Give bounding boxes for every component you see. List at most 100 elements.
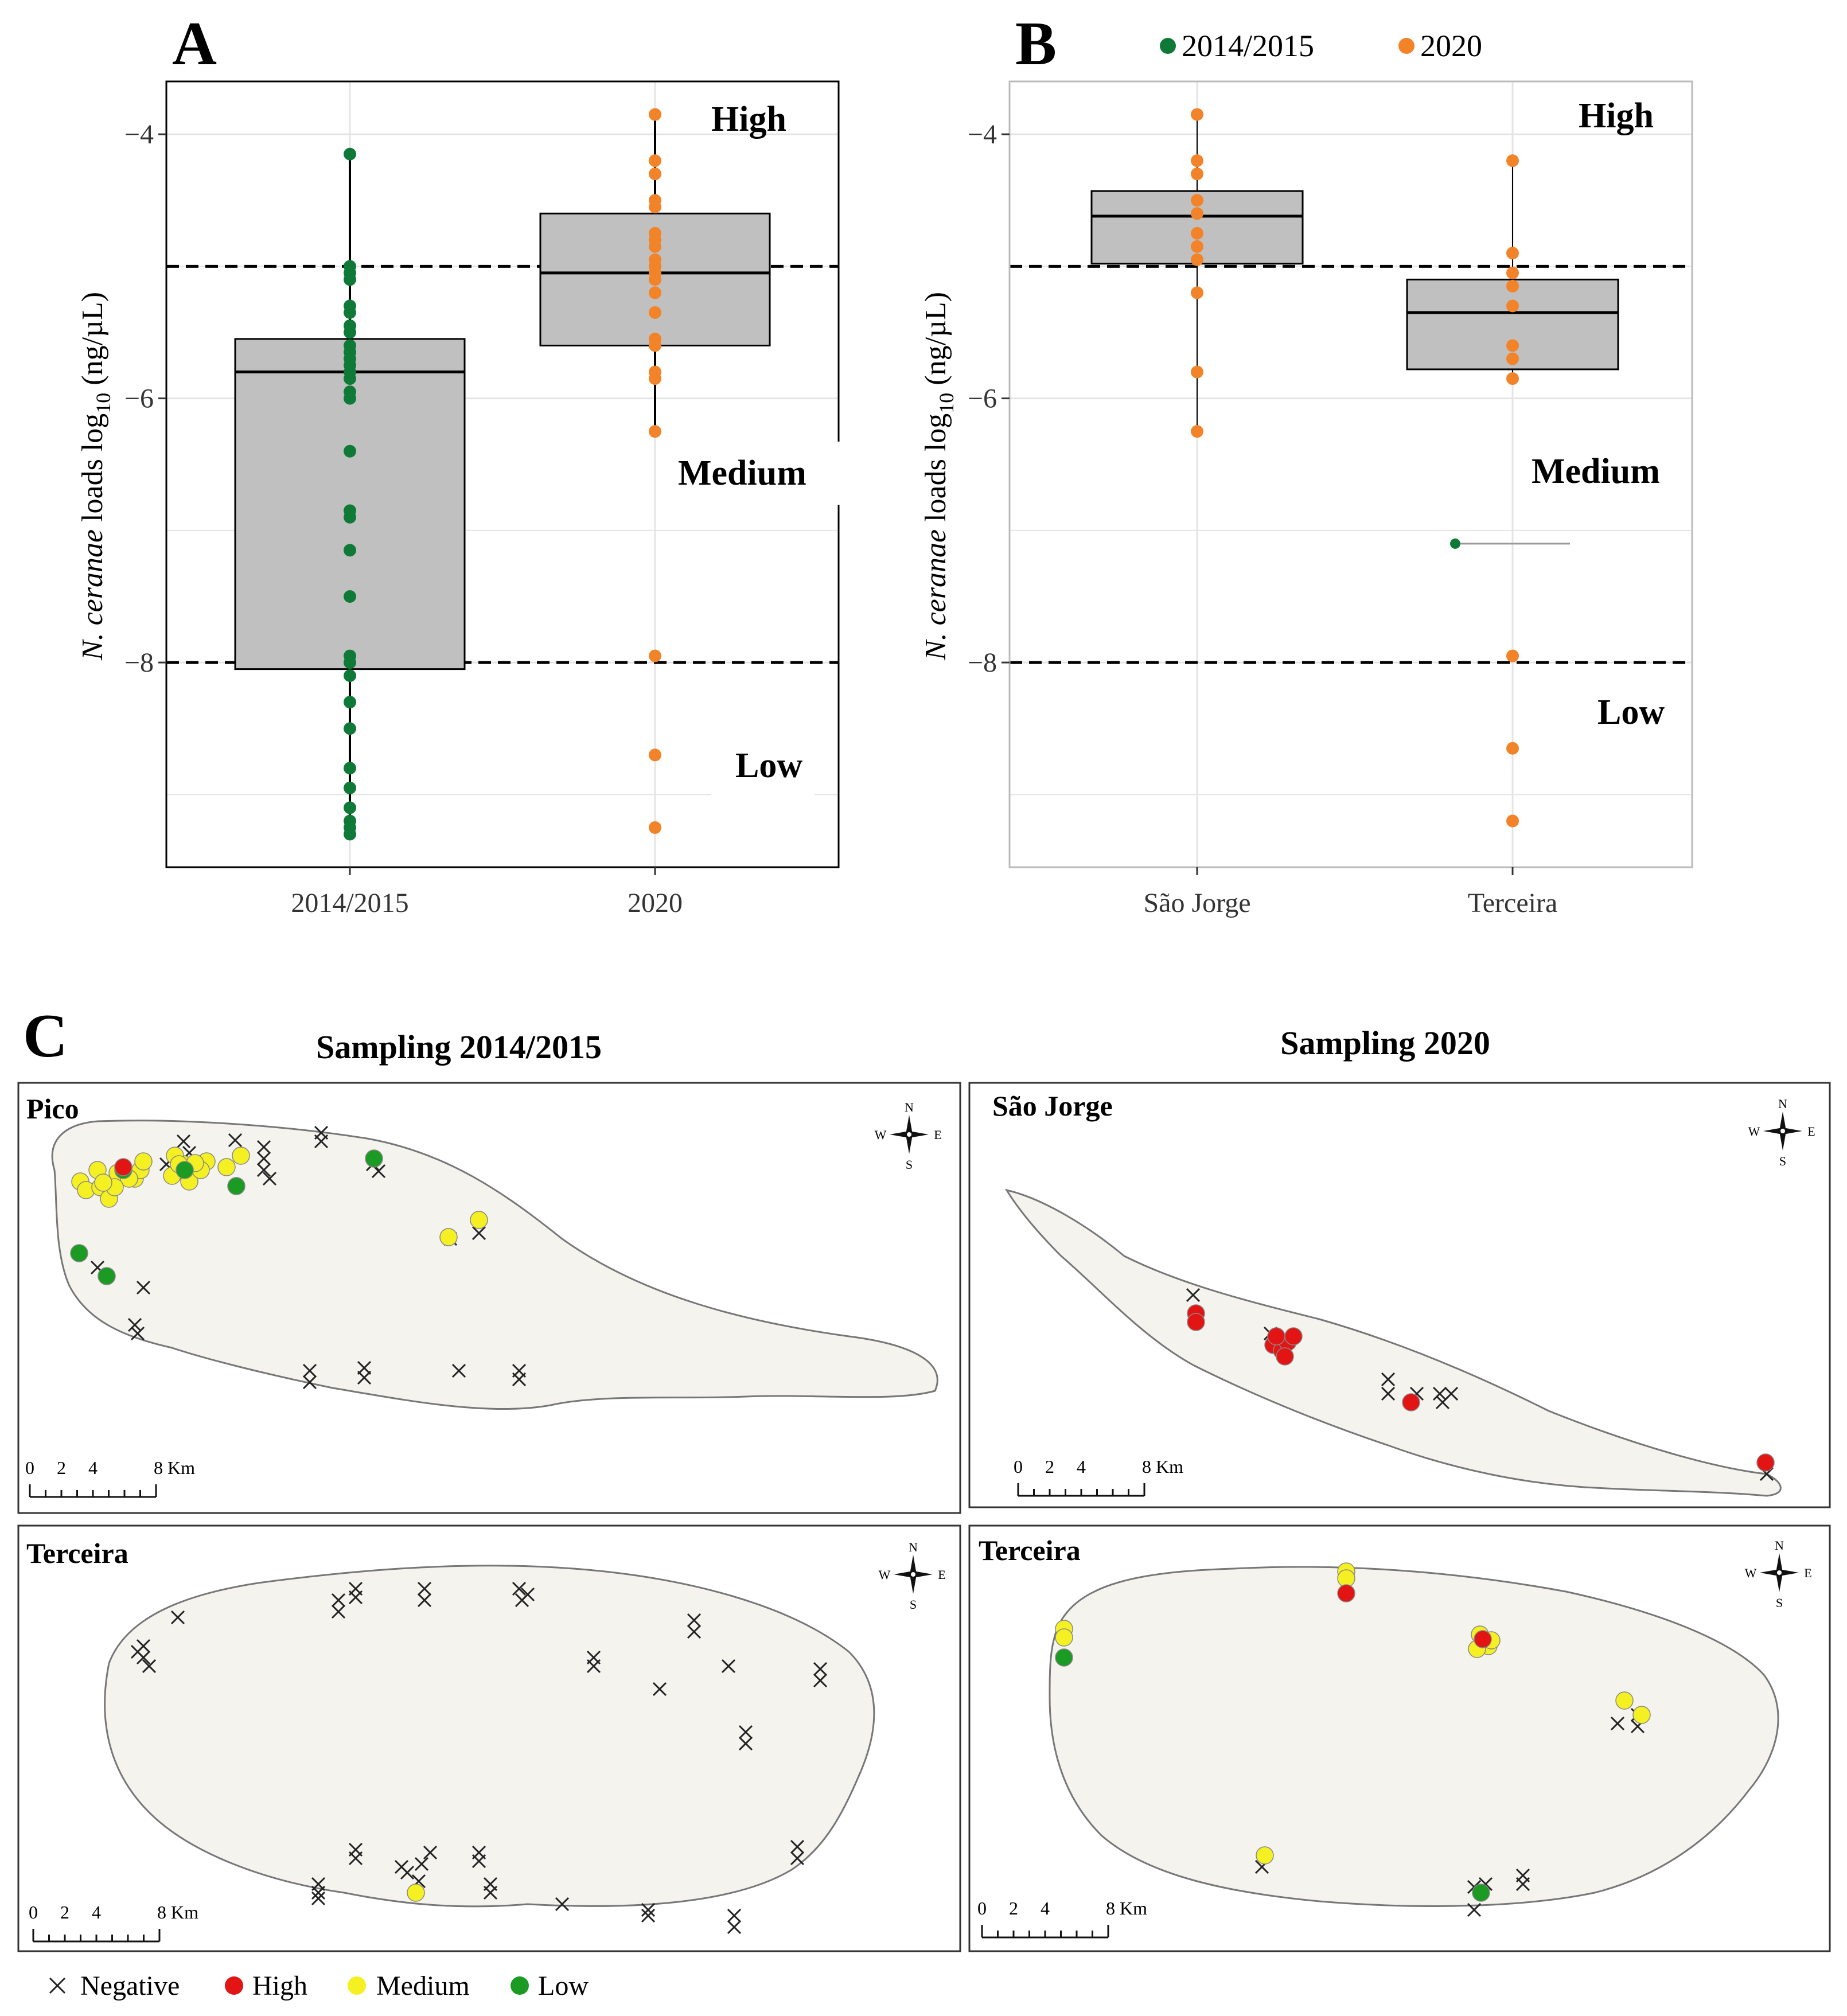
legend-b: 2014/2015 2020: [1160, 29, 1482, 63]
medium-marker: [94, 1173, 112, 1192]
negative-marker: [130, 1326, 145, 1341]
negative-marker: [687, 1624, 702, 1639]
negative-marker: [130, 1644, 145, 1659]
negative-marker: [311, 1891, 326, 1906]
panel-letter-a: A: [172, 10, 217, 78]
data-point: [649, 821, 661, 834]
y-axis-title-a-suffix: (ng/µL): [76, 292, 109, 393]
negative-marker: [1432, 1386, 1447, 1401]
high-marker: [1337, 1584, 1355, 1602]
y-tick-label: −8: [968, 648, 997, 678]
data-point: [1191, 154, 1203, 167]
negative-marker: [417, 1593, 432, 1608]
medium-marker: [1632, 1706, 1651, 1724]
legend-b-label-2020: 2020: [1420, 29, 1482, 63]
threshold-lines-a: [166, 264, 839, 664]
medium-marker: [470, 1211, 488, 1229]
medium-marker: [407, 1884, 425, 1902]
data-point: [1506, 649, 1519, 662]
y-ticks-b: −4 −6 −8: [968, 119, 1010, 678]
negative-marker: [813, 1673, 828, 1688]
data-point: [1506, 339, 1519, 352]
map-name-terceira-2014: Terceira: [26, 1537, 128, 1569]
data-point: [649, 748, 661, 762]
island-sao-jorge: [1004, 1188, 1782, 1497]
x-tick-label: São Jorge: [1143, 888, 1250, 918]
negative-marker: [176, 1134, 191, 1149]
map-name-terceira-2020: Terceira: [979, 1534, 1081, 1566]
data-point: [344, 781, 356, 794]
data-point: [344, 444, 356, 458]
negative-marker: [721, 1659, 736, 1674]
map-name-pico: Pico: [26, 1093, 79, 1125]
negative-marker: [228, 1133, 243, 1148]
scale-tick-label: 0: [29, 1902, 38, 1923]
negative-marker: [1186, 1288, 1201, 1303]
data-point: [344, 326, 356, 339]
data-point: [1191, 365, 1203, 379]
map-name-sao-jorge: São Jorge: [992, 1090, 1113, 1122]
negative-marker: [472, 1226, 486, 1241]
negative-marker: [1435, 1395, 1450, 1410]
legend-low-label: Low: [538, 1971, 589, 2001]
low-marker: [1055, 1648, 1073, 1667]
negative-marker: [520, 1587, 535, 1602]
data-point: [1506, 279, 1519, 293]
y-tick-label: −8: [124, 648, 154, 678]
data-point: [1506, 352, 1519, 365]
compass-icon: N S E W: [875, 1100, 942, 1172]
y-axis-title-b: N. ceranae loads log10 (ng/µL): [919, 292, 958, 661]
data-point: [344, 544, 356, 557]
negative-marker: [1467, 1902, 1482, 1917]
scale-tick-label: 2: [1045, 1456, 1054, 1477]
data-point: [1506, 247, 1519, 260]
negative-marker: [483, 1885, 498, 1900]
scale-unit-label: 8 Km: [157, 1902, 198, 1923]
scale-bar: 0 2 4 8 Km: [1014, 1456, 1183, 1497]
zone-label-high-a: High: [711, 100, 786, 139]
data-point: [649, 649, 661, 662]
y-tick-label: −6: [968, 384, 997, 414]
data-point: [344, 590, 356, 603]
medium-marker: [1256, 1846, 1274, 1865]
map-legend: Negative High Medium Low: [49, 1971, 589, 2001]
x-tick-label: Terceira: [1468, 888, 1558, 918]
compass-label-n: N: [1778, 1097, 1787, 1111]
compass-icon: N S E W: [1748, 1097, 1815, 1168]
negative-marker: [256, 1163, 271, 1177]
negative-marker: [331, 1604, 346, 1619]
high-marker: [1187, 1313, 1205, 1331]
negative-marker: [641, 1908, 656, 1923]
scale-tick-label: 4: [1077, 1456, 1086, 1477]
data-point: [344, 147, 356, 161]
negative-marker: [170, 1610, 185, 1625]
negative-marker: [314, 1125, 329, 1140]
zone-label-medium-a: Medium: [678, 454, 806, 493]
data-point: [1191, 240, 1203, 253]
negative-marker: [727, 1920, 742, 1935]
medium-marker: [439, 1228, 458, 1246]
x-tick-label: 2014/2015: [291, 888, 408, 918]
legend-high-marker: [225, 1976, 243, 1995]
low-marker: [98, 1267, 116, 1285]
negative-marker: [423, 1845, 438, 1860]
zone-label-bg-medium-a: [671, 442, 843, 505]
medium-marker: [232, 1147, 250, 1165]
negative-marker: [331, 1593, 346, 1608]
data-point: [1191, 425, 1203, 438]
compass-label-w: W: [1748, 1124, 1760, 1138]
legend-negative-label: Negative: [80, 1971, 180, 2001]
compasses: N S E W N S E W N S E W N S E W: [875, 1097, 1815, 1612]
data-point: [649, 425, 661, 438]
map-markers: [70, 1125, 1775, 1935]
legend-medium-label: Medium: [376, 1971, 470, 2001]
data-point: [1506, 154, 1519, 167]
negative-marker: [512, 1372, 527, 1387]
legend-b-label-2014: 2014/2015: [1182, 29, 1314, 63]
data-point: [649, 167, 661, 181]
island-terceira-2020: [1049, 1566, 1779, 1907]
data-point: [1191, 108, 1203, 121]
negative-marker: [262, 1171, 277, 1186]
data-point: [649, 273, 661, 286]
legend-medium-marker: [348, 1976, 366, 1995]
